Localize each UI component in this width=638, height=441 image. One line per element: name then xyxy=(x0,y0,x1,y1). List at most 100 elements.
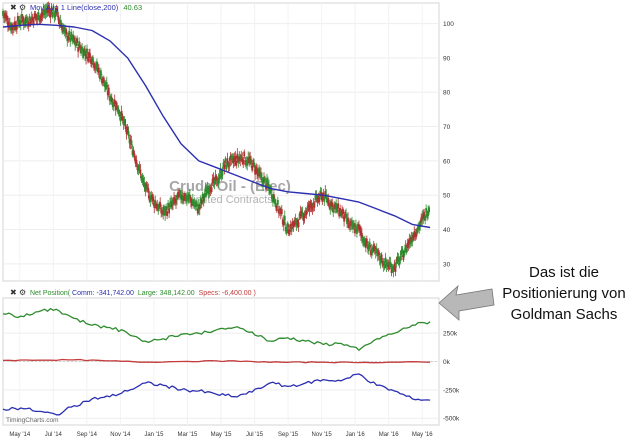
price-candle xyxy=(266,178,268,183)
price-candle xyxy=(291,221,294,227)
price-candle xyxy=(392,267,395,272)
price-candle xyxy=(222,162,225,168)
price-candle xyxy=(213,180,216,186)
price-candle xyxy=(148,195,151,201)
price-candle xyxy=(306,206,309,212)
price-candle xyxy=(319,190,322,196)
price-candle xyxy=(102,77,105,83)
price-candle xyxy=(302,216,305,221)
price-candle xyxy=(417,224,420,230)
price-candle xyxy=(393,263,396,269)
price-candle xyxy=(193,202,196,207)
price-candle xyxy=(336,207,339,213)
price-candle xyxy=(326,198,329,204)
price-candle xyxy=(14,24,17,30)
price-candle xyxy=(114,105,117,111)
x-tick-label: Nov '15 xyxy=(312,432,333,438)
price-candle xyxy=(286,222,289,228)
close-icon[interactable]: ✖ xyxy=(10,288,17,297)
price-candle xyxy=(93,63,95,68)
price-candle xyxy=(285,228,288,234)
price-candle xyxy=(13,21,16,27)
price-candle xyxy=(165,206,168,211)
price-legend-value: 40.63 xyxy=(123,3,142,12)
price-candle xyxy=(177,191,179,197)
price-candle xyxy=(20,13,23,19)
price-candle xyxy=(204,187,207,193)
price-candle xyxy=(189,197,192,202)
price-candle xyxy=(86,48,88,54)
price-candle xyxy=(115,102,118,108)
price-candle xyxy=(396,256,399,262)
price-candle xyxy=(162,209,165,215)
price-candle xyxy=(353,222,355,228)
price-candle xyxy=(252,160,255,165)
price-candle xyxy=(249,156,252,162)
price-candle xyxy=(245,160,248,165)
price-candle xyxy=(199,198,202,204)
price-candle xyxy=(284,226,287,232)
price-candle xyxy=(50,7,53,13)
price-candle xyxy=(374,248,377,254)
price-candle xyxy=(361,237,364,242)
price-candle xyxy=(136,165,139,171)
price-candle xyxy=(200,200,203,205)
price-candle xyxy=(307,203,310,209)
price-candle xyxy=(54,12,57,18)
price-candle xyxy=(342,209,344,215)
price-candle xyxy=(184,193,186,199)
price-candle xyxy=(278,207,281,213)
price-candle xyxy=(424,215,427,221)
price-candle xyxy=(325,194,328,200)
price-candle xyxy=(338,211,341,217)
price-candle xyxy=(65,29,68,35)
price-candle xyxy=(273,198,276,204)
annotation-line-3: Goldman Sachs xyxy=(510,306,618,323)
x-tick-label: Mar '16 xyxy=(379,432,399,438)
price-candle xyxy=(49,12,52,18)
price-candle xyxy=(7,21,9,27)
position-line-comm xyxy=(2,373,431,416)
price-candle xyxy=(297,222,300,228)
settings-icon[interactable]: ⚙ xyxy=(19,288,26,297)
price-candle xyxy=(299,211,302,217)
price-candle xyxy=(398,260,401,265)
price-candle xyxy=(276,199,279,205)
price-candle xyxy=(56,9,59,15)
price-candle xyxy=(366,244,369,250)
settings-icon[interactable]: ⚙ xyxy=(19,3,26,12)
price-candle xyxy=(194,201,197,207)
price-candle xyxy=(174,198,176,204)
position-y-tick-label: 0k xyxy=(443,359,451,366)
position-grid xyxy=(3,298,439,425)
price-candle xyxy=(404,244,407,250)
price-candle xyxy=(48,8,51,14)
price-candle xyxy=(79,45,82,51)
price-candle xyxy=(318,197,321,203)
price-candle xyxy=(327,198,330,203)
price-candle xyxy=(345,213,347,219)
price-candle xyxy=(246,160,249,166)
price-candle xyxy=(118,111,121,117)
price-candle xyxy=(231,155,234,161)
price-candle xyxy=(216,179,219,185)
price-candle xyxy=(71,36,74,42)
price-candle xyxy=(76,38,79,44)
price-candle xyxy=(386,262,389,267)
price-candle xyxy=(5,14,7,19)
price-grid xyxy=(3,3,439,281)
position-y-tick-label: -500k xyxy=(443,416,460,423)
close-icon[interactable]: ✖ xyxy=(10,3,17,12)
price-candle xyxy=(263,176,265,182)
price-candle xyxy=(159,202,162,208)
price-candle xyxy=(241,157,244,163)
price-candle xyxy=(341,210,344,216)
position-y-tick-label: 250k xyxy=(443,331,458,338)
price-candle xyxy=(160,208,163,214)
price-candle xyxy=(120,110,123,116)
price-candle xyxy=(333,203,336,209)
price-candle xyxy=(236,153,239,159)
price-candle xyxy=(305,210,308,216)
price-candle xyxy=(183,196,185,202)
price-candle xyxy=(94,64,96,70)
